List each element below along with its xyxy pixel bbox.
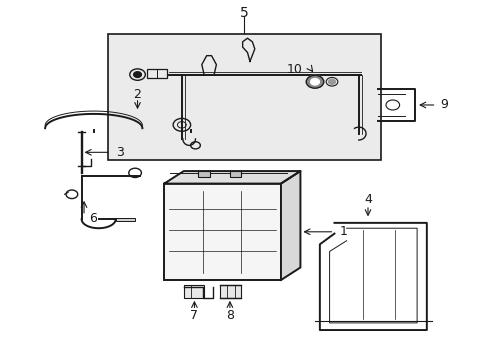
Text: 2: 2 (133, 88, 141, 101)
Circle shape (305, 75, 323, 88)
Text: 6: 6 (89, 212, 97, 225)
Bar (108, 33, 380, 160)
Polygon shape (164, 171, 300, 184)
Bar (229, 171, 240, 177)
Polygon shape (281, 171, 300, 280)
Bar (198, 171, 210, 177)
Bar (164, 184, 281, 280)
Text: 8: 8 (225, 309, 233, 321)
Circle shape (328, 79, 335, 84)
Circle shape (133, 72, 141, 77)
Text: 9: 9 (440, 99, 447, 112)
Bar (147, 69, 166, 78)
Text: 4: 4 (364, 193, 371, 206)
Text: 3: 3 (116, 146, 123, 159)
Bar (183, 285, 203, 298)
Circle shape (310, 78, 319, 85)
Text: 10: 10 (286, 63, 302, 76)
Bar (116, 217, 135, 221)
Text: 5: 5 (240, 6, 248, 20)
Text: 1: 1 (339, 225, 346, 238)
Text: 7: 7 (190, 309, 198, 321)
Bar (220, 285, 240, 298)
